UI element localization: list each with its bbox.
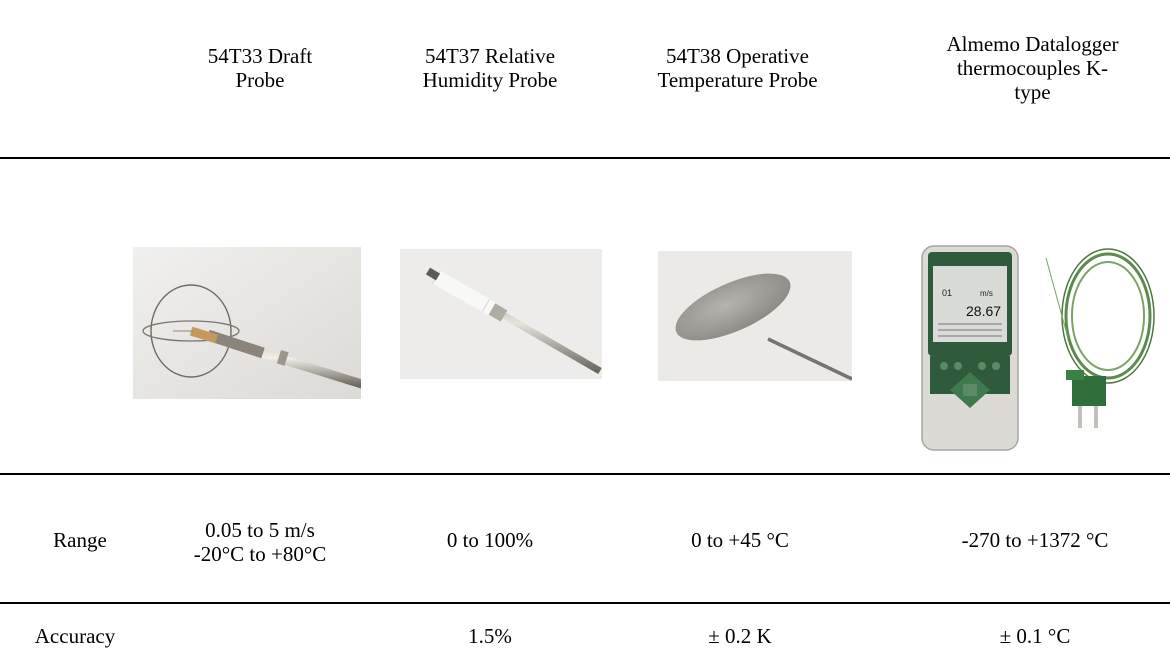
header-datalogger: Almemo Datalogger thermocouples K- type: [946, 32, 1119, 104]
range-humidity-probe: 0 to 100%: [446, 528, 534, 552]
row-label-range: Range: [53, 528, 107, 552]
accuracy-operative-temperature-probe: ± 0.2 K: [708, 624, 772, 648]
humidity-probe-photo: [400, 249, 602, 379]
operative-temperature-probe-photo: [658, 251, 852, 381]
logger-reading: 28.67: [966, 303, 1001, 319]
accuracy-draft-probe: [150, 619, 370, 653]
table-rule-bottom: [0, 602, 1170, 604]
logger-channel: 01: [942, 288, 952, 298]
header-draft-probe: 54T33 Draft Probe: [207, 44, 313, 92]
header-humidity-probe: 54T37 Relative Humidity Probe: [422, 44, 558, 92]
table-rule-middle: [0, 473, 1170, 475]
range-datalogger: -270 to +1372 °C: [961, 528, 1109, 552]
accuracy-humidity-probe: 1.5%: [468, 624, 512, 648]
datalogger-thermocouple-photo: 01 m/s 28.67: [918, 238, 1165, 460]
logger-unit: m/s: [980, 289, 993, 298]
draft-probe-photo: [133, 247, 361, 399]
accuracy-datalogger: ± 0.1 °C: [999, 624, 1071, 648]
table-rule-top: [0, 157, 1170, 159]
header-operative-temperature-probe: 54T38 Operative Temperature Probe: [657, 44, 818, 92]
row-label-accuracy: Accuracy: [34, 624, 116, 648]
range-operative-temperature-probe: 0 to +45 °C: [691, 528, 789, 552]
range-draft-probe: 0.05 to 5 m/s -20°C to +80°C: [193, 518, 327, 566]
